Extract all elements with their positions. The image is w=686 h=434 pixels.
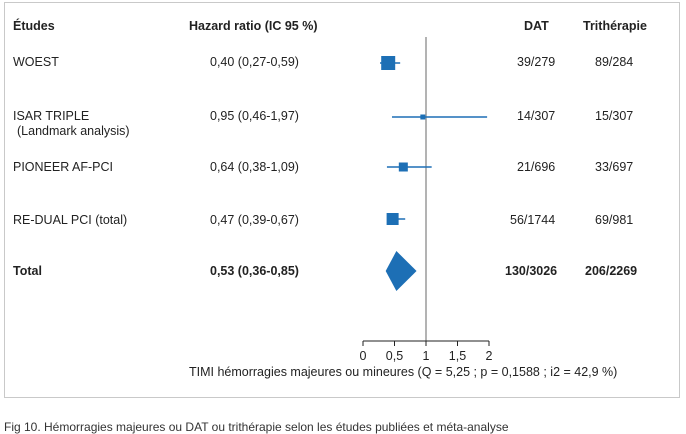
hr-text: 0,40 (0,27-0,59) [210, 55, 299, 69]
hr-marker [381, 56, 396, 70]
tri-count: 33/697 [595, 160, 633, 174]
figure-caption: Fig 10. Hémorragies majeures ou DAT ou t… [4, 420, 509, 434]
header-tritherapie: Trithérapie [583, 19, 647, 33]
study-subname: (Landmark analysis) [17, 124, 130, 138]
study-row: WOEST 0,40 (0,27-0,59) 39/279 89/284 [13, 55, 633, 69]
x-tick-label: 2 [486, 349, 493, 363]
study-name: RE-DUAL PCI (total) [13, 213, 127, 227]
forest-plot-panel: Études Hazard ratio (IC 95 %) DAT Trithé… [4, 2, 680, 398]
header-study: Études [13, 18, 55, 33]
forest-plot: Études Hazard ratio (IC 95 %) DAT Trithé… [13, 18, 647, 379]
hr-text: 0,95 (0,46-1,97) [210, 109, 299, 123]
forest-plot-area: 0 0,5 1 1,5 2 [360, 37, 493, 363]
hr-marker [386, 213, 399, 225]
hr-text: 0,47 (0,39-0,67) [210, 213, 299, 227]
study-name: WOEST [13, 55, 59, 69]
header-hazard-ratio: Hazard ratio (IC 95 %) [189, 19, 318, 33]
study-row: ISAR TRIPLE (Landmark analysis) 0,95 (0,… [13, 109, 633, 138]
total-row: Total 0,53 (0,36-0,85) 130/3026 206/2269 [13, 264, 637, 278]
study-name: ISAR TRIPLE [13, 109, 89, 123]
dat-count: 14/307 [517, 109, 555, 123]
study-name: PIONEER AF-PCI [13, 160, 113, 174]
study-row: RE-DUAL PCI (total) 0,47 (0,39-0,67) 56/… [13, 213, 633, 227]
hr-marker [420, 114, 426, 120]
dat-count: 56/1744 [510, 213, 555, 227]
pooled-diamond [385, 251, 417, 291]
tri-count: 206/2269 [585, 264, 637, 278]
hr-text: 0,64 (0,38-1,09) [210, 160, 299, 174]
tri-count: 15/307 [595, 109, 633, 123]
tri-count: 69/981 [595, 213, 633, 227]
dat-count: 21/696 [517, 160, 555, 174]
x-tick-label: 0,5 [386, 349, 403, 363]
hr-marker [398, 162, 408, 172]
study-name: Total [13, 264, 42, 278]
tri-count: 89/284 [595, 55, 633, 69]
x-tick-label: 1 [423, 349, 430, 363]
axis-label: TIMI hémorragies majeures ou mineures (Q… [189, 365, 617, 379]
header-dat: DAT [524, 19, 549, 33]
dat-count: 130/3026 [505, 264, 557, 278]
x-tick-label: 0 [360, 349, 367, 363]
x-tick-label: 1,5 [449, 349, 466, 363]
dat-count: 39/279 [517, 55, 555, 69]
study-row: PIONEER AF-PCI 0,64 (0,38-1,09) 21/696 3… [13, 160, 633, 174]
hr-text: 0,53 (0,36-0,85) [210, 264, 299, 278]
